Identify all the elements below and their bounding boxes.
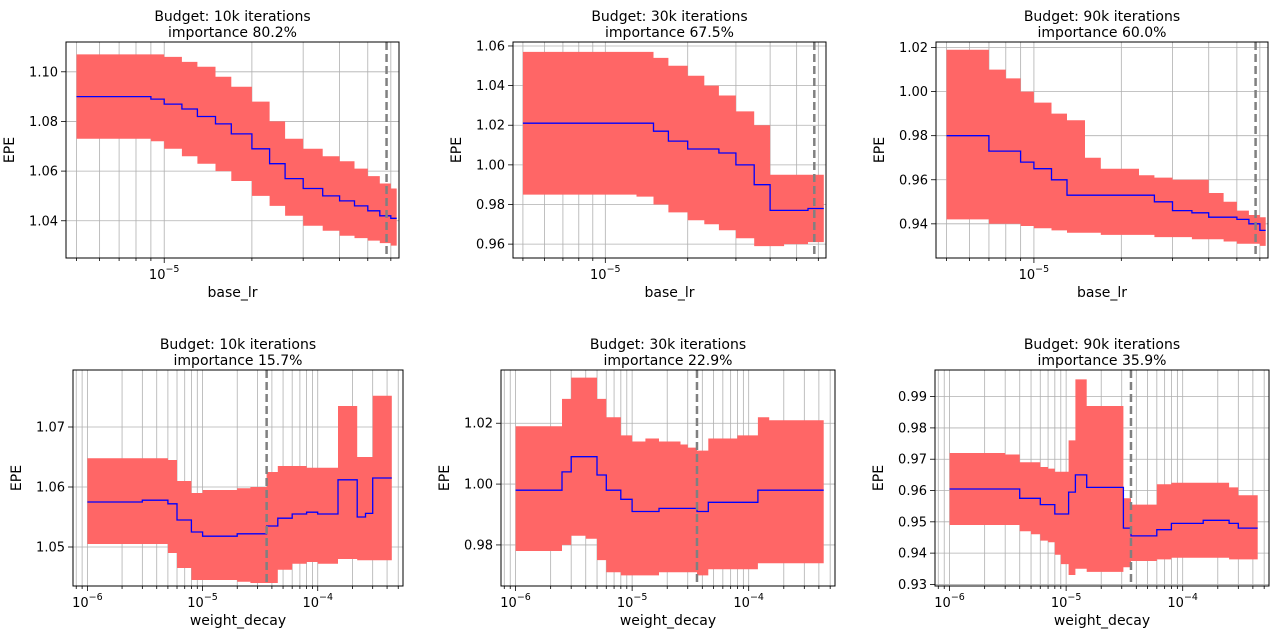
subplot-4: 1.05 1.06 1.07 10−6 10−5 10−4 Budget: 10k iter… <box>9 337 404 629</box>
subplot-6: 0.93 0.94 0.95 0.96 0.97 0.98 0.99 10−6 10−5 10−4… <box>871 337 1270 629</box>
y-tick-label: 0.95 <box>898 515 927 530</box>
axes-frame <box>65 41 400 259</box>
y-tick-label: 0.94 <box>899 217 928 232</box>
x-tick-label: 10−5 <box>590 264 621 283</box>
y-tick-label: 0.96 <box>899 173 928 188</box>
uncertainty-band <box>949 379 1258 575</box>
y-tick-label: 0.98 <box>464 538 493 553</box>
subplot-subtitle: importance 35.9% <box>1038 353 1167 369</box>
y-axis-label: EPE <box>872 137 888 163</box>
axes-frame <box>500 369 836 587</box>
y-tick-label: 1.08 <box>29 115 58 130</box>
mean-line <box>76 95 397 219</box>
axes-frame <box>934 369 1270 587</box>
subplot-3: 0.94 0.96 0.98 1.00 1.02 10−5 Budget: 90k iter… <box>872 9 1269 301</box>
x-tick-label: 10−6 <box>72 592 103 611</box>
x-tick-label: 10−6 <box>934 592 965 611</box>
y-tick-label: 0.98 <box>476 198 505 213</box>
subplot-subtitle: importance 80.2% <box>168 25 297 41</box>
x-tick-label: 10−5 <box>149 264 180 283</box>
y-tick-label: 0.97 <box>898 453 927 468</box>
uncertainty-band <box>515 377 824 576</box>
subplot-title: Budget: 30k iterations <box>590 337 746 353</box>
x-tick-label: 10−5 <box>187 592 218 611</box>
x-tick-label: 10−5 <box>617 592 648 611</box>
y-tick-label: 0.94 <box>898 547 927 562</box>
axes-frame <box>512 41 827 259</box>
subplot-title: Budget: 10k iterations <box>154 9 310 25</box>
subplot-subtitle: importance 22.9% <box>604 353 733 369</box>
axes-frame <box>72 369 404 587</box>
uncertainty-band <box>946 49 1266 246</box>
y-tick-label: 1.00 <box>464 478 493 493</box>
subplot-subtitle: importance 15.7% <box>174 353 303 369</box>
x-axis-label: base_lr <box>1077 285 1127 301</box>
y-tick-label: 1.07 <box>36 421 65 436</box>
subplot-subtitle: importance 60.0% <box>1038 25 1167 41</box>
y-tick-label: 1.02 <box>899 41 928 56</box>
uncertainty-band <box>76 54 397 246</box>
y-tick-label: 1.04 <box>476 79 505 94</box>
subplot-title: Budget: 30k iterations <box>591 9 747 25</box>
x-axis-label: base_lr <box>207 285 257 301</box>
y-tick-label: 0.99 <box>898 390 927 405</box>
x-tick-label: 10−6 <box>500 592 531 611</box>
y-axis-label: EPE <box>9 465 25 491</box>
y-tick-label: 1.10 <box>29 65 58 80</box>
y-tick-label: 0.96 <box>476 238 505 253</box>
x-axis-label: weight_decay <box>190 613 286 629</box>
uncertainty-band <box>87 395 392 583</box>
y-tick-label: 1.02 <box>464 417 493 432</box>
y-tick-label: 0.96 <box>898 484 927 499</box>
subplot-title: Budget: 10k iterations <box>160 337 316 353</box>
y-tick-label: 1.02 <box>476 119 505 134</box>
y-axis-label: EPE <box>449 137 465 163</box>
subplot-subtitle: importance 67.5% <box>605 25 734 41</box>
x-tick-label: 10−4 <box>302 592 333 611</box>
x-axis-label: weight_decay <box>1054 613 1150 629</box>
y-axis-label: EPE <box>437 465 453 491</box>
x-tick-label: 10−4 <box>733 592 764 611</box>
subplot-title: Budget: 90k iterations <box>1024 9 1180 25</box>
y-tick-label: 1.05 <box>36 541 65 556</box>
y-tick-label: 0.93 <box>898 578 927 593</box>
y-axis-label: EPE <box>871 465 887 491</box>
x-tick-label: 10−5 <box>1051 592 1082 611</box>
x-axis-label: base_lr <box>644 285 694 301</box>
y-tick-label: 1.00 <box>899 85 928 100</box>
axes-frame <box>935 41 1269 259</box>
mean-line <box>515 456 824 513</box>
y-tick-label: 1.00 <box>476 158 505 173</box>
mean-line <box>949 474 1258 537</box>
x-tick-label: 10−5 <box>1019 264 1050 283</box>
y-tick-label: 1.06 <box>476 39 505 54</box>
y-tick-label: 0.98 <box>898 421 927 436</box>
subplot-5: 0.98 1.00 1.02 10−6 10−5 10−4 Budget: 30k iter… <box>437 337 836 629</box>
y-tick-label: 1.04 <box>29 214 58 229</box>
y-tick-label: 0.98 <box>899 129 928 144</box>
y-axis-label: EPE <box>2 137 18 163</box>
x-tick-label: 10−4 <box>1167 592 1198 611</box>
y-tick-label: 1.06 <box>36 481 65 496</box>
y-tick-label: 1.06 <box>29 165 58 180</box>
x-axis-label: weight_decay <box>620 613 716 629</box>
mean-line <box>946 135 1266 232</box>
mean-line <box>522 122 824 212</box>
subplot-1: 1.04 1.06 1.08 1.10 10−5 Budget: 10k iteratio… <box>2 9 400 301</box>
uncertainty-band <box>522 51 824 247</box>
subplot-2: 0.96 0.98 1.00 1.02 1.04 1.06 10−5 Budget: 30k … <box>449 9 827 301</box>
subplot-title: Budget: 90k iterations <box>1024 337 1180 353</box>
